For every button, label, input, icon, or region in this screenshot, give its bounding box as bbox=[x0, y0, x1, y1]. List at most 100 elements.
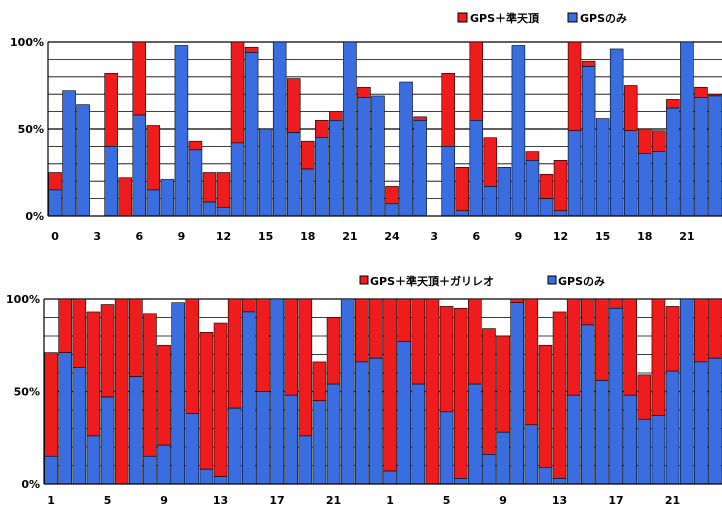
bar-segment-gps-plus bbox=[213, 322, 228, 477]
bar-segment-gps-plus bbox=[86, 311, 101, 437]
bar-segment-gps-plus bbox=[651, 298, 666, 416]
bar-segment-gps-plus bbox=[326, 317, 341, 385]
bar-segment-gps-only bbox=[343, 41, 357, 217]
bar-segment-gps-only bbox=[496, 431, 510, 485]
gridlines bbox=[48, 41, 722, 200]
bar-segment-gps-only bbox=[284, 394, 298, 485]
bar-segment-gps-plus bbox=[623, 298, 637, 396]
bar-segment-gps-only bbox=[286, 132, 301, 217]
bar-segment-gps-only bbox=[566, 394, 581, 485]
y-tick-label: 0% bbox=[25, 210, 44, 223]
x-tick-label: 12 bbox=[553, 230, 568, 243]
bar-segment-gps-only bbox=[385, 203, 399, 217]
bar-segment-gps-plus bbox=[524, 298, 539, 426]
bar-segment-gps-only bbox=[143, 455, 157, 485]
bar-segment-gps-only bbox=[157, 444, 171, 485]
bar-segment-gps-only bbox=[355, 361, 369, 485]
bar-segment-gps-only bbox=[371, 95, 385, 217]
bar-segment-gps-only bbox=[397, 341, 411, 485]
bar-segment-gps-plus bbox=[129, 298, 143, 377]
bar-segment-gps-plus bbox=[553, 160, 568, 212]
bar-segment-gps-plus bbox=[114, 298, 129, 485]
y-tick-label: 100% bbox=[10, 36, 44, 49]
bar-segment-gps-plus bbox=[441, 73, 455, 147]
bar-segment-gps-only bbox=[595, 118, 610, 217]
legend-swatch-gps-plus bbox=[457, 12, 468, 23]
bar-segment-gps-only bbox=[637, 418, 652, 485]
bar-segment-gps-plus bbox=[298, 298, 313, 437]
bar-segment-gps-plus bbox=[355, 298, 369, 363]
bar-segment-gps-plus bbox=[455, 166, 469, 212]
bar-segment-gps-only bbox=[708, 357, 722, 485]
bar-segment-gps-only bbox=[567, 130, 582, 217]
bar-segment-gps-plus bbox=[58, 298, 72, 353]
x-tick-label: 5 bbox=[443, 494, 451, 507]
bar-segment-gps-plus bbox=[567, 41, 582, 132]
bar-segment-gps-only bbox=[453, 478, 468, 485]
bar-segment-gps-plus bbox=[496, 335, 510, 433]
bar-segment-gps-plus bbox=[216, 172, 231, 208]
bar-segment-gps-plus bbox=[385, 186, 399, 205]
bar-segment-gps-only bbox=[455, 210, 469, 217]
bar-segment-gps-plus bbox=[329, 111, 343, 121]
legend-label-gps-only: GPSのみ bbox=[558, 275, 605, 288]
x-tick-label: 9 bbox=[515, 230, 523, 243]
bar-segment-gps-plus bbox=[708, 298, 722, 359]
bar-segment-gps-only bbox=[216, 207, 231, 217]
bar-segment-gps-only bbox=[411, 383, 426, 485]
bar-segment-gps-plus bbox=[666, 99, 680, 109]
bar-segment-gps-only bbox=[623, 394, 637, 485]
bar-segment-gps-plus bbox=[44, 352, 58, 457]
bar-segment-gps-only bbox=[230, 142, 245, 217]
bar-segment-gps-plus bbox=[146, 125, 161, 191]
bar-segment-gps-only bbox=[510, 302, 524, 485]
bar-segment-gps-only bbox=[202, 201, 217, 217]
bar-segment-gps-only bbox=[469, 120, 484, 217]
bar-segment-gps-plus bbox=[315, 120, 329, 139]
x-tick-label: 0 bbox=[51, 230, 59, 243]
x-tick-label: 21 bbox=[342, 230, 357, 243]
legend-label-gps-only: GPSのみ bbox=[580, 12, 627, 25]
x-tick-label: 6 bbox=[472, 230, 480, 243]
bar-segment-gps-only bbox=[581, 66, 596, 217]
bar-segment-gps-plus bbox=[118, 177, 132, 217]
bar-segment-gps-only bbox=[244, 52, 259, 217]
bar-segment-gps-only bbox=[129, 376, 143, 485]
bar-segment-gps-plus bbox=[637, 374, 652, 420]
bar-segment-gps-plus bbox=[242, 298, 256, 313]
x-tick-label: 24 bbox=[384, 230, 400, 243]
y-tick-label: 100% bbox=[6, 293, 40, 306]
bar-segment-gps-plus bbox=[652, 130, 666, 152]
bar-segment-gps-plus bbox=[244, 46, 259, 53]
bar-segment-gps-only bbox=[497, 166, 512, 217]
gridlines bbox=[44, 298, 722, 466]
bar-segment-gps-only bbox=[482, 454, 496, 485]
x-tick-label: 9 bbox=[499, 494, 507, 507]
bar-segment-gps-plus bbox=[425, 298, 440, 485]
x-tick-label: 21 bbox=[326, 494, 341, 507]
bar-segment-gps-only bbox=[213, 476, 228, 485]
bar-segment-gps-only bbox=[581, 324, 595, 485]
bar-segment-gps-only bbox=[340, 298, 355, 485]
x-tick-labels: 1 5 9 13 17 21 1 5 9 13 17 21 bbox=[47, 494, 680, 507]
bar-segment-gps-only bbox=[298, 435, 313, 485]
bar-segment-gps-only bbox=[399, 81, 413, 217]
bar-segment-gps-plus bbox=[510, 298, 524, 304]
bar-segment-gps-only bbox=[132, 114, 147, 217]
bar-segment-gps-only bbox=[188, 149, 203, 217]
bar-segment-gps-only bbox=[552, 478, 567, 485]
legend-label-gps-plus-galileo: GPS＋準天頂＋ガリレオ bbox=[370, 274, 494, 288]
y-tick-label: 50% bbox=[18, 123, 44, 136]
bar-segment-gps-only bbox=[199, 468, 214, 485]
x-tick-label: 18 bbox=[300, 230, 315, 243]
bar-segment-gps-only bbox=[329, 120, 343, 217]
bar-segment-gps-plus bbox=[595, 298, 609, 381]
bar-segment-gps-plus bbox=[468, 298, 482, 385]
plot-frame bbox=[43, 299, 722, 485]
bar-segment-gps-plus bbox=[202, 172, 217, 203]
x-tick-label: 21 bbox=[665, 494, 680, 507]
bar-segment-gps-plus bbox=[286, 78, 301, 133]
bar-segment-gps-plus bbox=[623, 85, 638, 132]
y-tick-labels: 0% 50% 100% bbox=[10, 36, 44, 223]
